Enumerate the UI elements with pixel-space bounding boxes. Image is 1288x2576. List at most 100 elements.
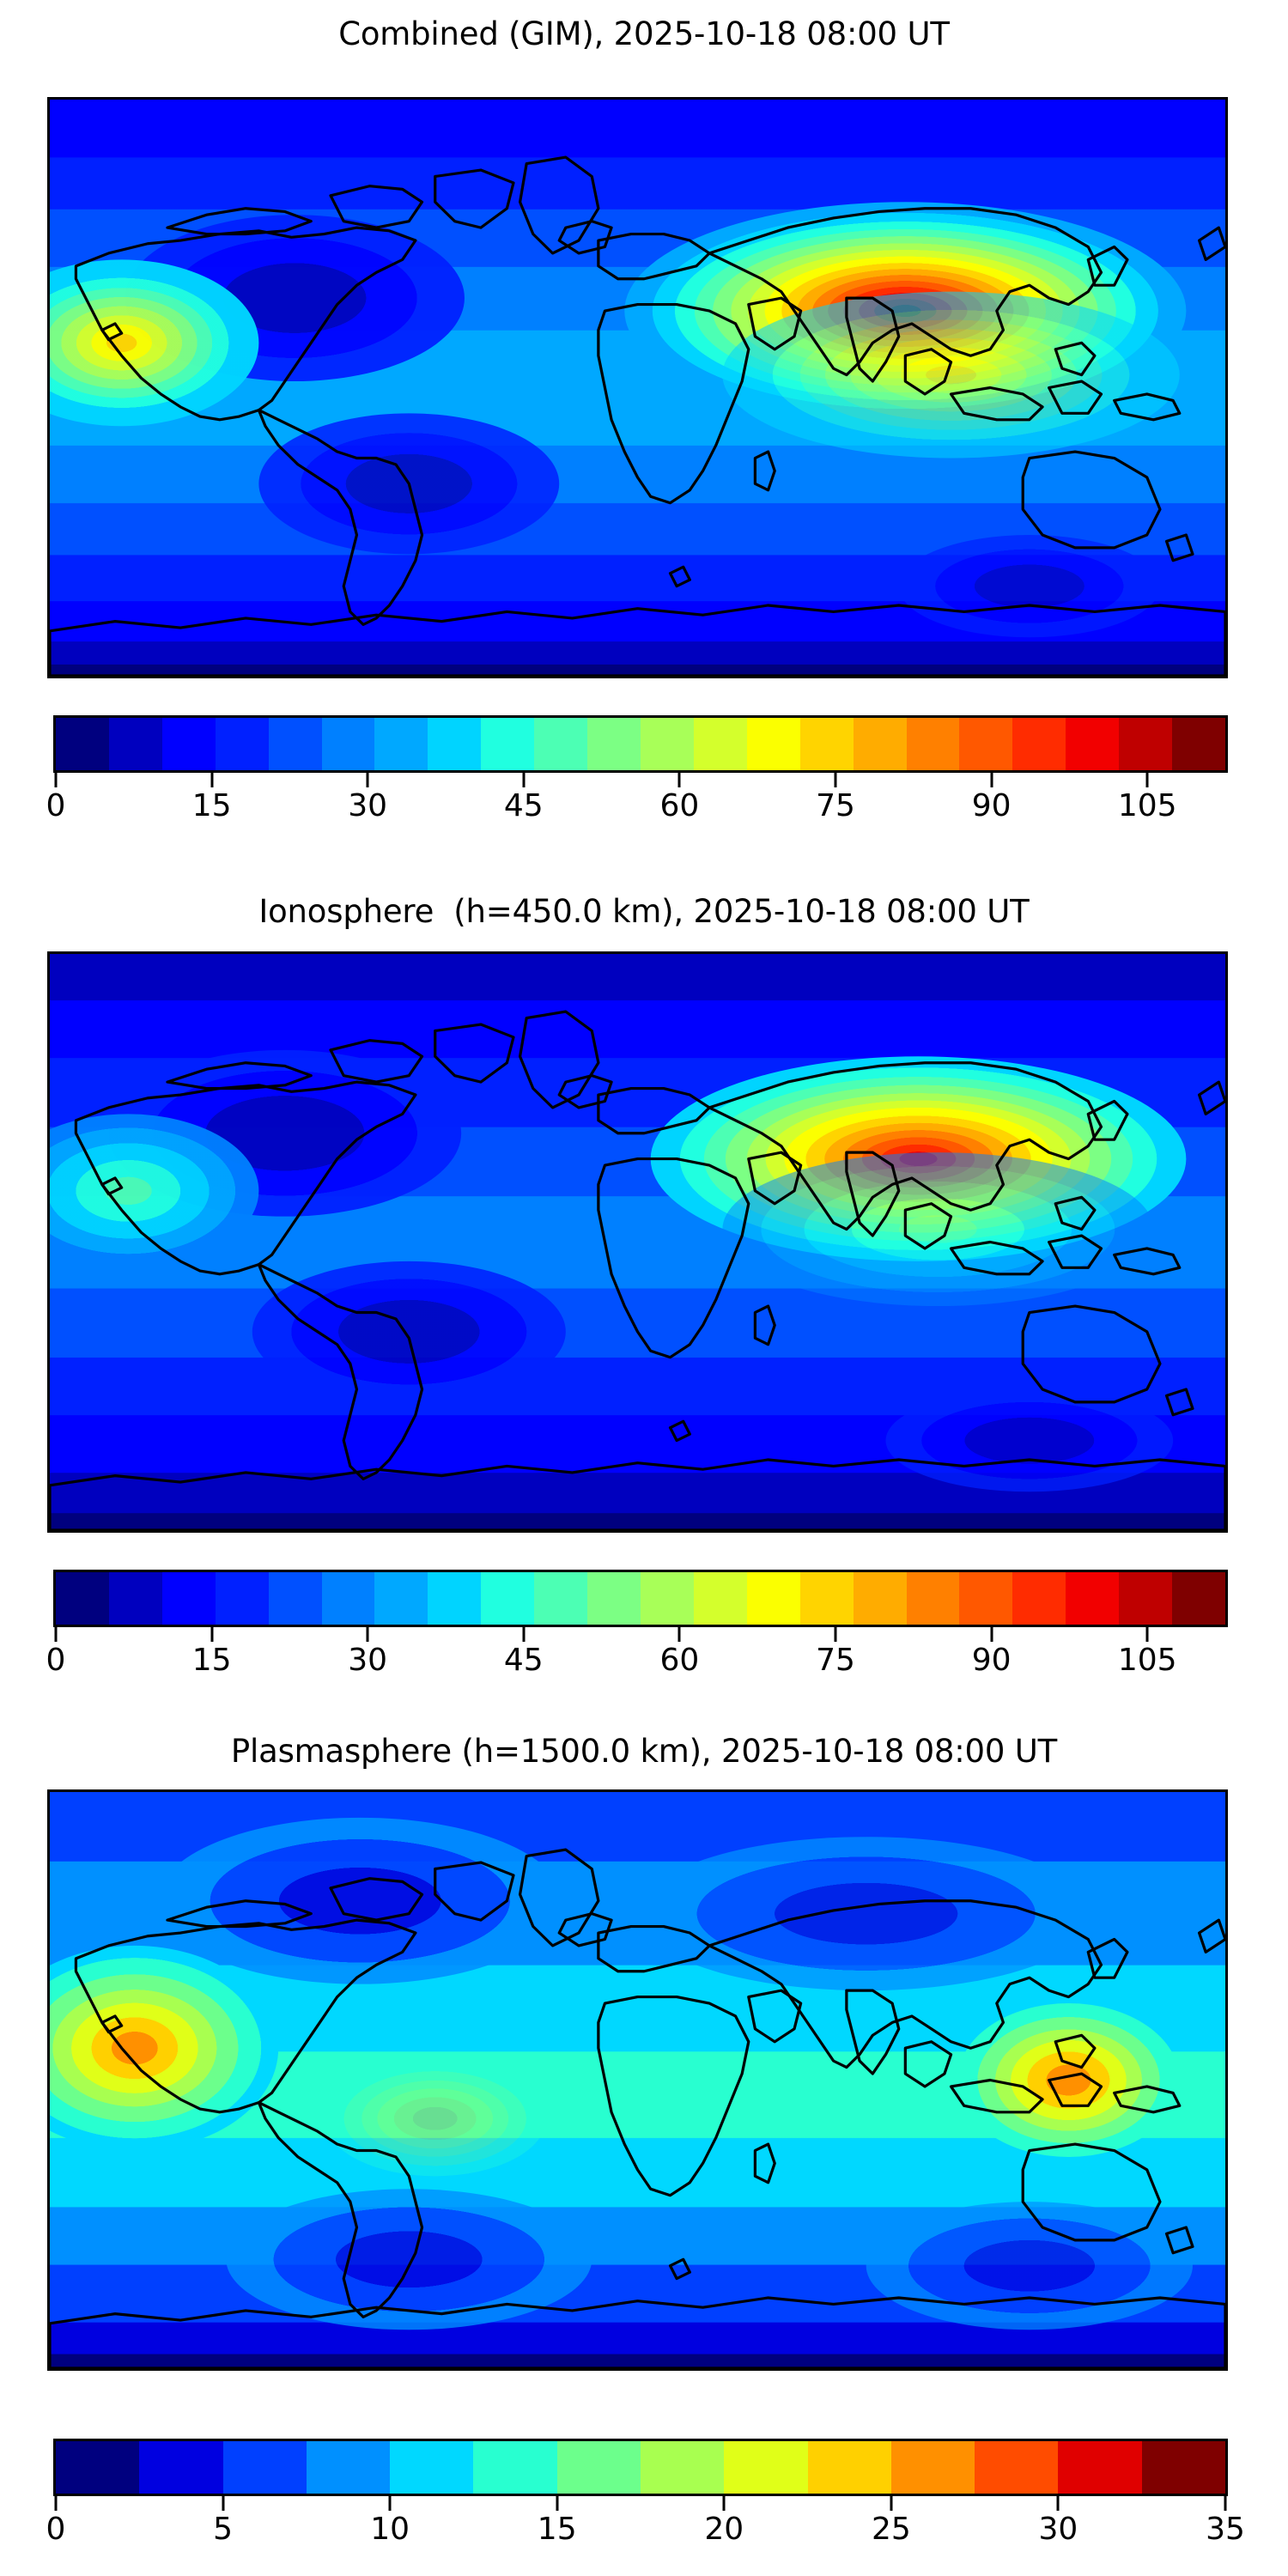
colorbar-band: [321, 718, 375, 770]
colorbar-band: [268, 1572, 322, 1625]
colorbar-labels-plasmasphere: 0 5 10 15 20 25 30 35: [46, 2512, 1245, 2551]
colorbar-tick-label: 30: [348, 788, 388, 823]
colorbar-tick-label: 5: [213, 2512, 234, 2547]
colorbar-band: [1141, 2441, 1225, 2494]
colorbar-band: [56, 1572, 109, 1625]
colorbar-band: [481, 1572, 535, 1625]
colorbar-band: [959, 1572, 1013, 1625]
colorbar-tick: [722, 2496, 726, 2511]
colorbar-tick-label: 60: [659, 1643, 700, 1678]
colorbar-tick-label: 35: [1206, 2512, 1245, 2547]
colorbar-tick-label: 90: [971, 1643, 1012, 1678]
colorbar-tick-label: 15: [537, 2512, 577, 2547]
colorbar-ticks-combined-gim: [53, 773, 1228, 788]
colorbar-band: [587, 718, 641, 770]
colorbar-tick-label: 60: [659, 788, 700, 823]
colorbar-band: [268, 718, 322, 770]
colorbar-band: [1119, 1572, 1173, 1625]
colorbar-band: [640, 2441, 725, 2494]
colorbar-tick-label: 45: [503, 1643, 544, 1678]
colorbar-combined-gim: 0 15 30 45 60 75 90 105: [46, 715, 1228, 828]
colorbar-tick-label: 25: [871, 2512, 911, 2547]
colorbar-band: [481, 718, 535, 770]
colorbar-tick: [834, 1627, 837, 1642]
colorbar-tick: [556, 2496, 559, 2511]
colorbar-band: [215, 718, 269, 770]
colorbar-band: [587, 1572, 641, 1625]
colorbar-band: [374, 718, 428, 770]
colorbar-band: [56, 718, 109, 770]
colorbar-tick-label: 0: [46, 2512, 66, 2547]
colorbar-tick: [54, 773, 58, 787]
colorbar-band: [1058, 2441, 1142, 2494]
colorbar-tick-label: 0: [46, 788, 66, 823]
colorbar-tick: [210, 773, 214, 787]
colorbar-band: [693, 1572, 747, 1625]
colorbar-ticks-ionosphere: [53, 1627, 1228, 1643]
colorbar-band: [975, 2441, 1059, 2494]
colorbar-band: [108, 718, 162, 770]
panel-title-plasmasphere: Plasmasphere (h=1500.0 km), 2025-10-18 0…: [230, 1733, 1058, 1770]
colorbar-labels-combined-gim: 0 15 30 45 60 75 90 105: [46, 788, 1228, 828]
colorbar-band: [1066, 1572, 1120, 1625]
colorbar-tick-label: 0: [46, 1643, 66, 1678]
colorbar-tick: [990, 1627, 993, 1642]
colorbar-tick: [366, 1627, 369, 1642]
colorbar-band: [1066, 718, 1120, 770]
colorbar-tick-label: 30: [1038, 2512, 1078, 2547]
colorbar-tick-label: 15: [191, 788, 232, 823]
colorbar-strip-ionosphere: [53, 1570, 1228, 1627]
map-plasmasphere: [47, 1789, 1228, 2371]
colorbar-strip-combined-gim: [53, 715, 1228, 773]
colorbar-tick-label: 90: [971, 788, 1012, 823]
colorbar-band: [161, 1572, 216, 1625]
colorbar-band: [534, 718, 588, 770]
colorbar-band: [1119, 718, 1173, 770]
colorbar-tick: [388, 2496, 392, 2511]
colorbar-ionosphere: 0 15 30 45 60 75 90 105: [46, 1570, 1228, 1682]
colorbar-tick-label: 30: [348, 1643, 388, 1678]
colorbar-band: [428, 1572, 482, 1625]
colorbar-band: [959, 718, 1013, 770]
map-combined-gim: [47, 97, 1228, 678]
colorbar-tick: [677, 1627, 681, 1642]
colorbar-tick: [1224, 2496, 1227, 2511]
colorbar-band: [640, 718, 694, 770]
colorbar-band: [1172, 718, 1225, 770]
colorbar-tick-label: 75: [816, 788, 855, 823]
colorbar-band: [853, 718, 907, 770]
colorbar-band: [853, 1572, 907, 1625]
colorbar-band: [724, 2441, 808, 2494]
colorbar-tick-label: 75: [816, 1643, 855, 1678]
colorbar-tick: [990, 773, 993, 787]
panel-title-combined-gim: Combined (GIM), 2025-10-18 08:00 UT: [338, 15, 950, 52]
colorbar-strip-plasmasphere: [53, 2439, 1228, 2496]
colorbar-tick: [890, 2496, 893, 2511]
colorbar-tick-label: 20: [704, 2512, 744, 2547]
colorbar-tick: [1145, 1627, 1149, 1642]
colorbar-band: [906, 718, 960, 770]
colorbar-tick: [1056, 2496, 1060, 2511]
colorbar-band: [693, 718, 747, 770]
colorbar-tick-label: 105: [1117, 1643, 1177, 1678]
coastlines-ionosphere: [50, 1010, 1225, 1530]
colorbar-ticks-plasmasphere: [53, 2496, 1228, 2512]
colorbar-band: [321, 1572, 375, 1625]
colorbar-band: [534, 1572, 588, 1625]
colorbar-band: [390, 2441, 474, 2494]
colorbar-band: [746, 718, 800, 770]
colorbar-band: [807, 2441, 891, 2494]
colorbar-band: [799, 1572, 854, 1625]
colorbar-band: [890, 2441, 975, 2494]
colorbar-band: [161, 718, 216, 770]
colorbar-band: [1012, 718, 1066, 770]
colorbar-band: [1012, 1572, 1066, 1625]
colorbar-band: [799, 718, 854, 770]
colorbar-tick: [54, 2496, 58, 2511]
colorbar-tick-label: 15: [191, 1643, 232, 1678]
tec-field-plasmasphere: [50, 1792, 1225, 2368]
colorbar-band: [222, 2441, 307, 2494]
colorbar-tick: [54, 1627, 58, 1642]
colorbar-band: [746, 1572, 800, 1625]
colorbar-tick: [222, 2496, 225, 2511]
